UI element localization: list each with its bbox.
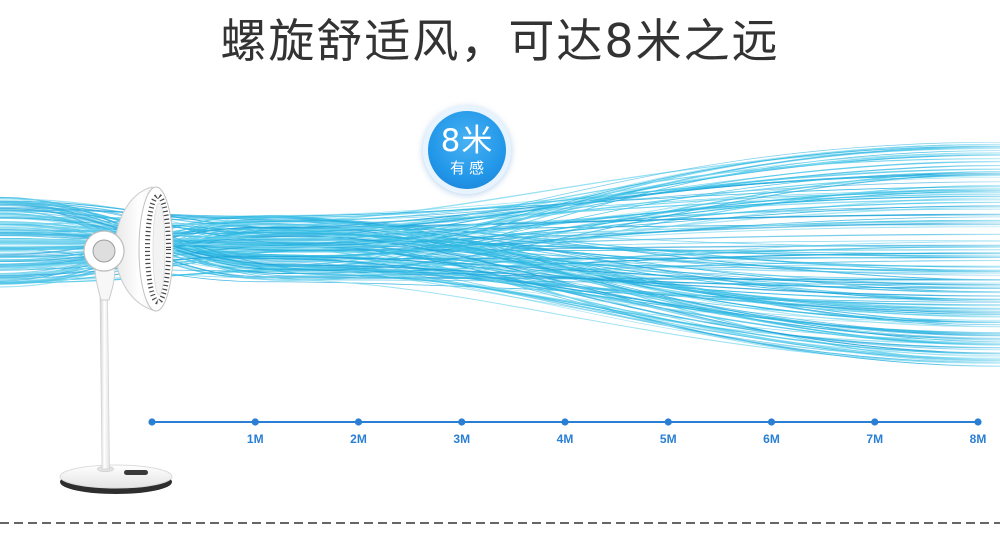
fan-grille-center xyxy=(152,202,166,296)
scale-label: 5M xyxy=(659,432,677,446)
distance-badge: 8米 有感 xyxy=(423,106,511,194)
airflow-line xyxy=(0,222,1000,328)
airflow-line xyxy=(0,209,1000,273)
scale-tick-dot xyxy=(148,418,156,426)
fan-neck xyxy=(94,265,116,301)
fan-head xyxy=(138,186,174,312)
airflow-line xyxy=(0,207,1000,302)
scale-label: 8M xyxy=(969,432,987,446)
rear-knob-center xyxy=(92,239,116,263)
scale-label: 1M xyxy=(246,432,264,446)
badge-value: 8米 xyxy=(440,122,494,159)
scale-tick-dot xyxy=(664,418,672,426)
scale-tick-dot xyxy=(871,418,879,426)
scale-label: 2M xyxy=(350,432,367,446)
scale-label: 7M xyxy=(866,432,884,446)
scale-label: 6M xyxy=(763,432,780,446)
scale-tick-dot xyxy=(561,418,569,426)
scale-tick-dot xyxy=(354,418,363,426)
scale-tick-dot xyxy=(974,418,982,426)
fan-grille xyxy=(145,193,171,305)
headline: 螺旋舒适风，可达8米之远 xyxy=(220,14,780,68)
scale-tick-dot xyxy=(251,418,259,426)
scale-label: 3M xyxy=(453,432,471,446)
scale-tick-dots xyxy=(148,418,982,426)
scale-tick-dot xyxy=(767,418,776,426)
scale-label: 4M xyxy=(556,432,574,446)
airflow-line xyxy=(0,202,1000,277)
fan-base-display xyxy=(124,470,148,475)
badge-caption: 有感 xyxy=(449,158,488,177)
scale-tick-dot xyxy=(458,418,466,426)
fan-base xyxy=(59,464,173,494)
distance-badge-circle: 8米 有感 xyxy=(428,111,506,189)
airflow-line xyxy=(0,197,1000,310)
rear-knob xyxy=(83,230,125,272)
